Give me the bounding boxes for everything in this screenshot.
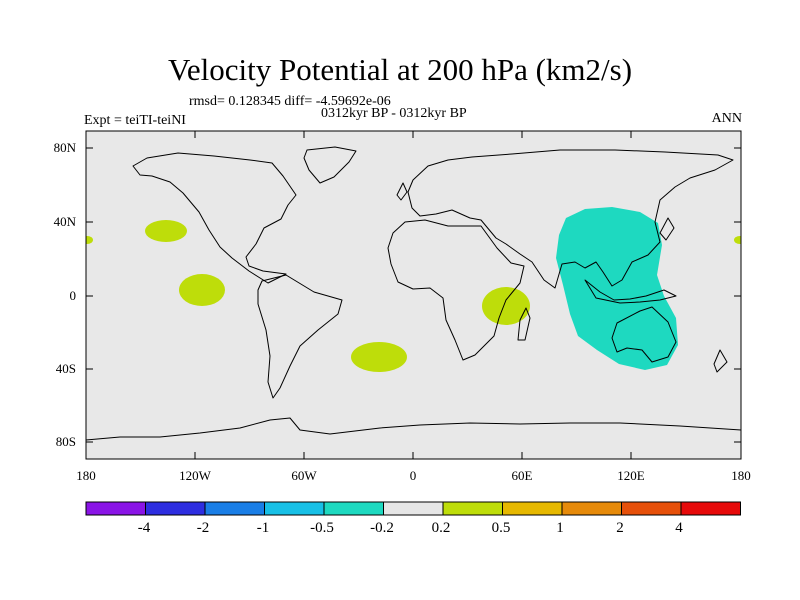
coastline-japan	[659, 217, 675, 241]
lon-tick-label: 180	[731, 468, 751, 483]
lat-tick-label: 40S	[55, 361, 76, 376]
rmsd-text: rmsd= 0.128345 diff= -4.59692e-06	[189, 94, 391, 109]
lon-tick-label: 120W	[179, 468, 211, 483]
lon-tick-label: 180	[76, 468, 96, 483]
lat-tick-label: 40N	[53, 214, 76, 229]
experiment-label: Expt = teiTI-teiNI	[84, 113, 186, 128]
lon-tick-label: 60W	[291, 468, 317, 483]
coastline-australia	[611, 306, 677, 363]
colorbar-box	[204, 501, 265, 516]
coastline-south-america	[257, 274, 343, 399]
anomaly-dateline-east-edge	[734, 236, 741, 244]
colorbar-box	[383, 501, 444, 516]
colorbar-label: -4	[137, 520, 151, 536]
colorbar-label: 0.2	[431, 520, 451, 536]
coastline-greenland	[303, 146, 357, 184]
colorbar-box	[145, 501, 206, 516]
anomaly-indo-pacific	[556, 207, 678, 370]
season-label: ANN	[711, 111, 742, 126]
colorbar-label: 0.5	[491, 520, 511, 536]
lon-tick-label: 120E	[617, 468, 645, 483]
lon-tick-label: 60E	[511, 468, 533, 483]
lat-tick-label: 0	[69, 288, 77, 303]
colorbar-box	[85, 501, 146, 516]
lat-tick-label: 80S	[55, 434, 76, 449]
colorbar-box	[323, 501, 384, 516]
colorbar-label: 4	[675, 520, 683, 536]
anomaly-tropical-pacific	[179, 274, 225, 306]
colorbar-label: -0.5	[310, 520, 334, 536]
colorbar	[85, 501, 741, 516]
colorbar-box	[264, 501, 325, 516]
coastline-north-america	[132, 152, 297, 284]
anomaly-north-pacific	[145, 220, 187, 242]
colorbar-box	[680, 501, 741, 516]
coastline-africa	[387, 219, 525, 361]
colorbar-box	[561, 501, 622, 516]
colorbar-label: 1	[556, 520, 564, 536]
anomaly-east-africa	[482, 287, 530, 325]
coastline-indonesia	[584, 279, 677, 304]
colorbar-label: -1	[256, 520, 270, 536]
map-title: Velocity Potential at 200 hPa (km2/s)	[167, 52, 633, 87]
coastline-antarctica	[86, 417, 741, 441]
colorbar-label: -2	[196, 520, 210, 536]
colorbar-box	[502, 501, 563, 516]
colorbar-label: -0.2	[370, 520, 394, 536]
lon-tick-label: 0	[409, 468, 417, 483]
anomaly-dateline-west-edge	[86, 236, 93, 244]
coastline-madagascar	[517, 307, 531, 341]
coastline-new-zealand	[713, 349, 728, 373]
lat-tick-label: 80N	[53, 140, 76, 155]
coastline-british-isles	[396, 182, 408, 201]
colorbar-box	[621, 501, 682, 516]
anomaly-south-atlantic	[351, 342, 407, 372]
colorbar-label: 2	[616, 520, 624, 536]
period-label: 0312kyr BP - 0312kyr BP	[321, 106, 467, 121]
colorbar-box	[442, 501, 503, 516]
coastline-eurasia	[407, 149, 734, 289]
